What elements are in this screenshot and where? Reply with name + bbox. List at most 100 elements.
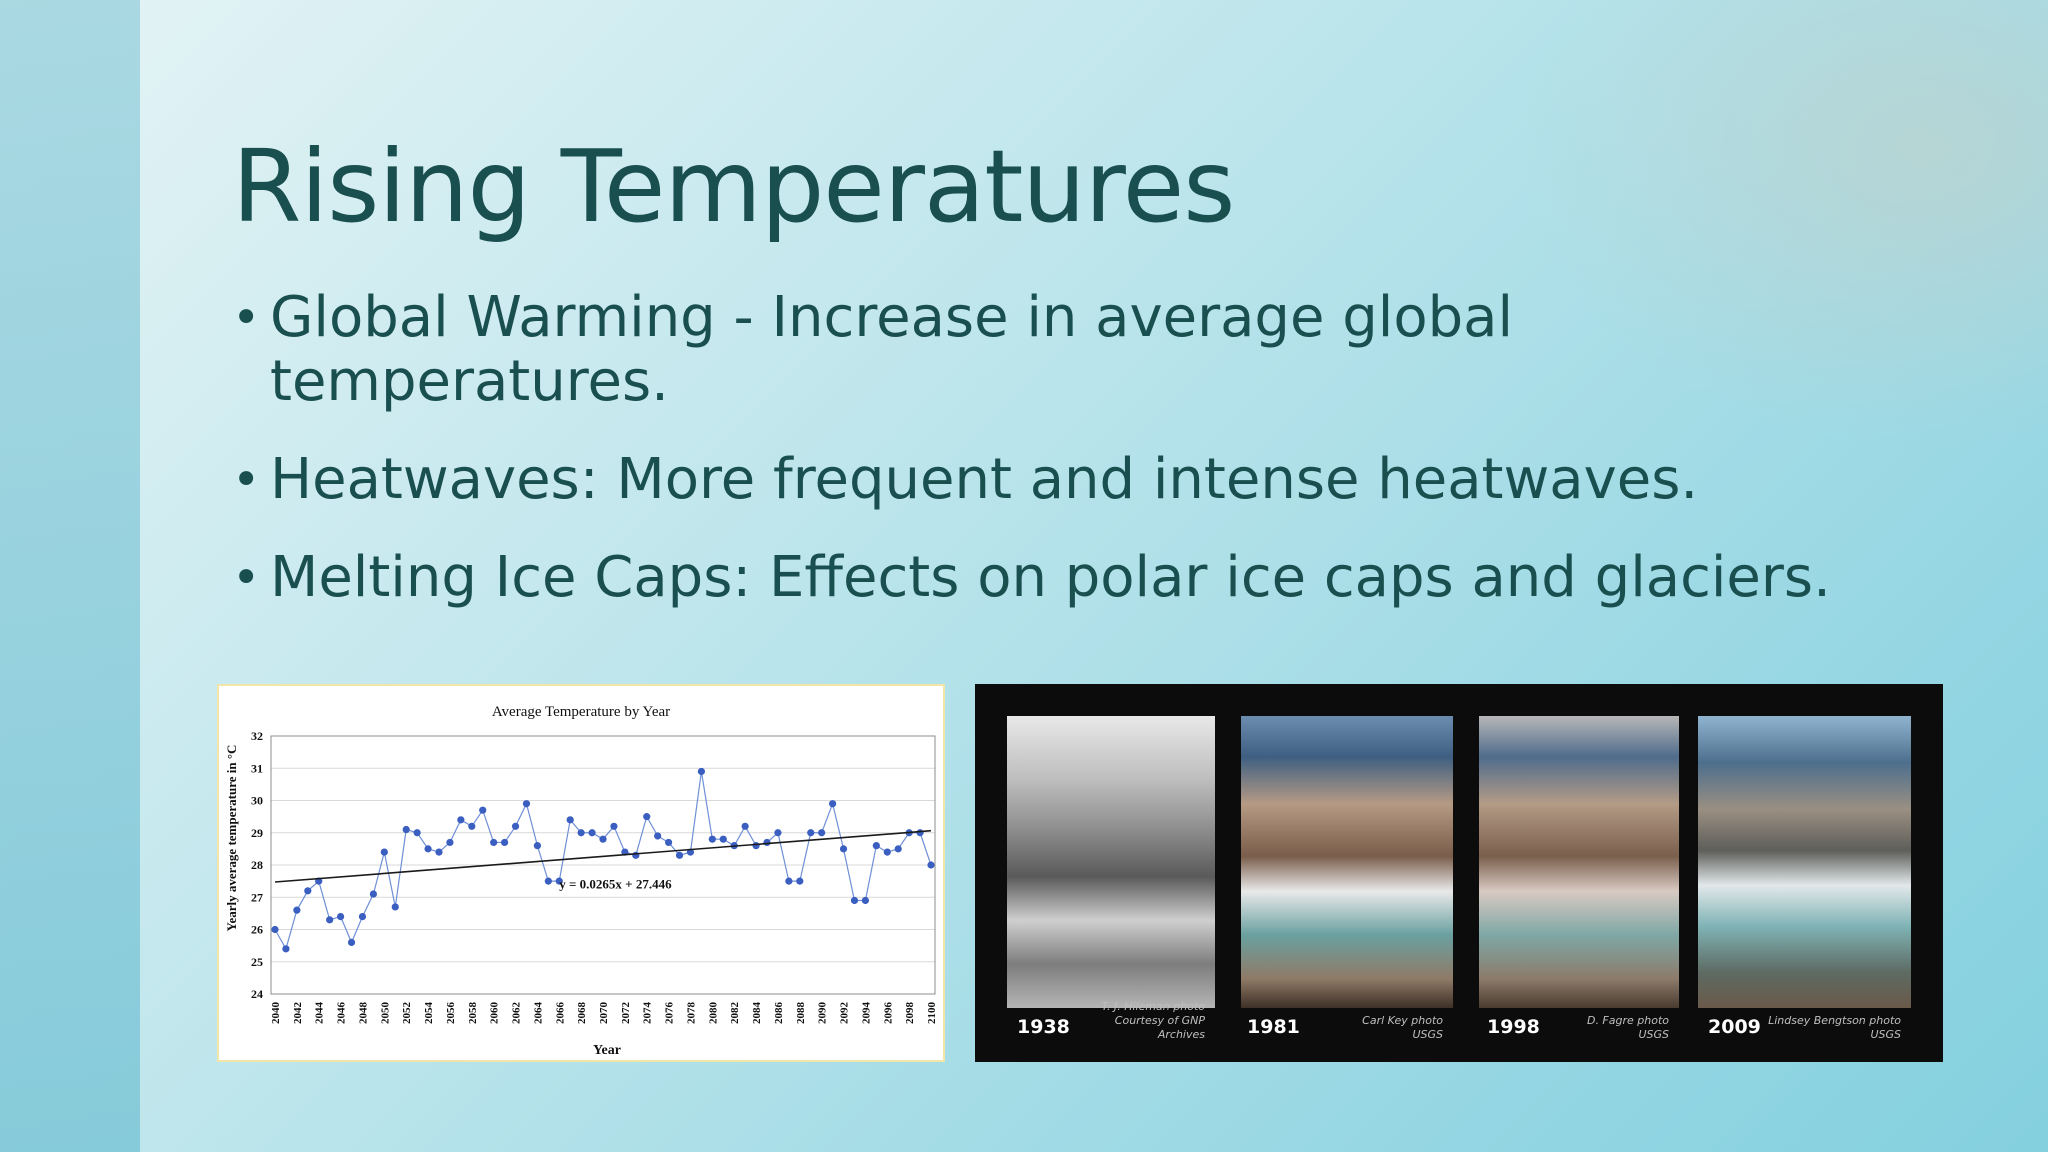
chart-data-point bbox=[490, 838, 498, 847]
chart-data-point bbox=[511, 822, 520, 830]
chart-data-point bbox=[380, 848, 388, 856]
chart-data-point bbox=[719, 835, 727, 843]
chart-data-point bbox=[468, 822, 476, 830]
chart-x-tick-label: 2084 bbox=[751, 1002, 763, 1025]
chart-y-tick-label: 32 bbox=[251, 729, 263, 743]
chart-x-tick-label: 2060 bbox=[489, 1002, 501, 1025]
bullet-text: Global Warming - Increase in average glo… bbox=[270, 285, 1514, 414]
chart-series-line bbox=[274, 771, 932, 951]
chart-data-point bbox=[588, 829, 596, 837]
chart-data-point bbox=[457, 816, 465, 824]
glacier-photo-1998 bbox=[1479, 716, 1679, 1008]
chart-data-point bbox=[708, 835, 716, 843]
bullet-dot-icon: • bbox=[232, 452, 261, 508]
chart-data-point bbox=[610, 822, 618, 830]
bullet-item: • Global Warming - Increase in average gl… bbox=[232, 286, 1832, 414]
chart-x-tick-label: 2078 bbox=[685, 1002, 697, 1025]
chart-data-point bbox=[872, 842, 880, 850]
chart-data-point bbox=[916, 829, 924, 837]
bullet-dot-icon: • bbox=[232, 290, 261, 346]
bullet-text: Melting Ice Caps: Effects on polar ice c… bbox=[270, 545, 1831, 610]
bullet-item: • Heatwaves: More frequent and intense he… bbox=[232, 448, 1832, 512]
slide-title: Rising Temperatures bbox=[232, 128, 1235, 245]
photo-credit-line: Lindsey Bengtson photo bbox=[1768, 1014, 1901, 1027]
chart-trendline-label: y = 0.0265x + 27.446 bbox=[559, 876, 672, 891]
chart-axes: 24 25 26 27 28 29 30 31 32 2040 2042 2044 2046 2048 20… bbox=[251, 729, 938, 1024]
glacier-photo-comparison: 1938 T. J. Hileman photo Courtesy of GNP … bbox=[975, 684, 1943, 1062]
chart-data-point bbox=[555, 877, 563, 885]
chart-x-tick-label: 2088 bbox=[795, 1002, 807, 1025]
chart-data-point bbox=[304, 887, 312, 895]
photo-credit-line: USGS bbox=[1870, 1028, 1901, 1041]
chart-x-tick-label: 2044 bbox=[314, 1002, 326, 1025]
chart-x-tick-label: 2064 bbox=[532, 1002, 544, 1025]
chart-y-tick-label: 31 bbox=[251, 761, 263, 775]
chart-data-point bbox=[446, 838, 454, 847]
chart-data-point bbox=[402, 825, 410, 834]
chart-data-point bbox=[413, 829, 421, 837]
chart-x-tick-label: 2058 bbox=[467, 1002, 479, 1025]
chart-x-tick-label: 2100 bbox=[926, 1002, 938, 1025]
chart-x-tick-label: 2080 bbox=[707, 1002, 719, 1025]
background-band bbox=[0, 0, 140, 1152]
chart-data-point bbox=[347, 938, 356, 946]
chart-data-point bbox=[293, 906, 301, 914]
photo-credit-line: USGS bbox=[1412, 1028, 1443, 1041]
chart-data-point bbox=[326, 916, 334, 924]
chart-x-tick-label: 2046 bbox=[336, 1002, 348, 1025]
chart-x-tick-label: 2062 bbox=[511, 1002, 523, 1025]
chart-data-point bbox=[479, 806, 487, 814]
chart-grid bbox=[271, 735, 935, 995]
chart-data-point bbox=[282, 945, 290, 953]
chart-data-point bbox=[369, 890, 377, 898]
chart-data-point bbox=[839, 845, 848, 853]
chart-x-tick-label: 2076 bbox=[664, 1002, 676, 1025]
chart-data-point bbox=[829, 800, 837, 808]
chart-data-point bbox=[763, 838, 771, 847]
chart-data-point bbox=[927, 861, 935, 869]
bullet-text: Heatwaves: More frequent and intense hea… bbox=[270, 447, 1699, 512]
chart-trendline bbox=[274, 829, 932, 883]
photo-credit: Carl Key photo USGS bbox=[1303, 1014, 1443, 1042]
chart-data-point bbox=[358, 913, 367, 921]
background-haze bbox=[1448, 0, 2048, 500]
chart-y-tick-label: 26 bbox=[251, 923, 263, 937]
temperature-chart-svg: Average Temperature by Year Yearly avera… bbox=[224, 704, 938, 1058]
chart-data-point bbox=[271, 925, 279, 934]
chart-trendline-group: y = 0.0265x + 27.446 bbox=[274, 829, 932, 891]
chart-data-point bbox=[665, 838, 673, 847]
chart-data-point bbox=[654, 832, 662, 840]
photo-year-label: 2009 bbox=[1708, 1016, 1761, 1038]
glacier-photo-1981 bbox=[1241, 716, 1453, 1008]
chart-data-point bbox=[807, 829, 815, 837]
chart-data-point bbox=[861, 896, 870, 905]
photo-credit-line: D. Fagre photo bbox=[1586, 1014, 1669, 1027]
chart-x-tick-label: 2090 bbox=[817, 1002, 829, 1025]
chart-x-tick-label: 2094 bbox=[860, 1002, 872, 1025]
temperature-chart: Average Temperature by Year Yearly avera… bbox=[217, 684, 945, 1062]
chart-x-tick-label: 2068 bbox=[576, 1002, 588, 1025]
chart-y-tick-label: 25 bbox=[251, 955, 263, 969]
chart-data-point bbox=[796, 877, 804, 885]
chart-data-point bbox=[599, 835, 607, 843]
chart-data-point bbox=[883, 848, 891, 856]
chart-x-tick-label: 2098 bbox=[904, 1002, 916, 1025]
bullet-list: • Global Warming - Increase in average gl… bbox=[232, 286, 1832, 644]
chart-data-point bbox=[785, 877, 793, 885]
chart-y-axis-label: Yearly average temperature in °C bbox=[224, 745, 239, 932]
chart-y-tick-label: 28 bbox=[251, 858, 263, 872]
chart-data-point bbox=[774, 829, 782, 837]
chart-x-tick-label: 2050 bbox=[379, 1002, 391, 1025]
chart-x-tick-label: 2042 bbox=[292, 1002, 304, 1025]
chart-x-tick-label: 2056 bbox=[445, 1002, 457, 1025]
glacier-photo-1938 bbox=[1007, 716, 1215, 1008]
chart-title: Average Temperature by Year bbox=[492, 704, 670, 720]
chart-x-tick-label: 2066 bbox=[554, 1002, 566, 1025]
chart-data-point bbox=[391, 903, 399, 911]
chart-x-tick-label: 2072 bbox=[620, 1002, 632, 1025]
chart-y-tick-label: 30 bbox=[251, 794, 263, 808]
bullet-item: • Melting Ice Caps: Effects on polar ice … bbox=[232, 546, 1832, 610]
chart-data-point bbox=[850, 896, 859, 905]
chart-data-point bbox=[894, 845, 902, 853]
chart-y-tick-label: 24 bbox=[251, 987, 263, 1001]
